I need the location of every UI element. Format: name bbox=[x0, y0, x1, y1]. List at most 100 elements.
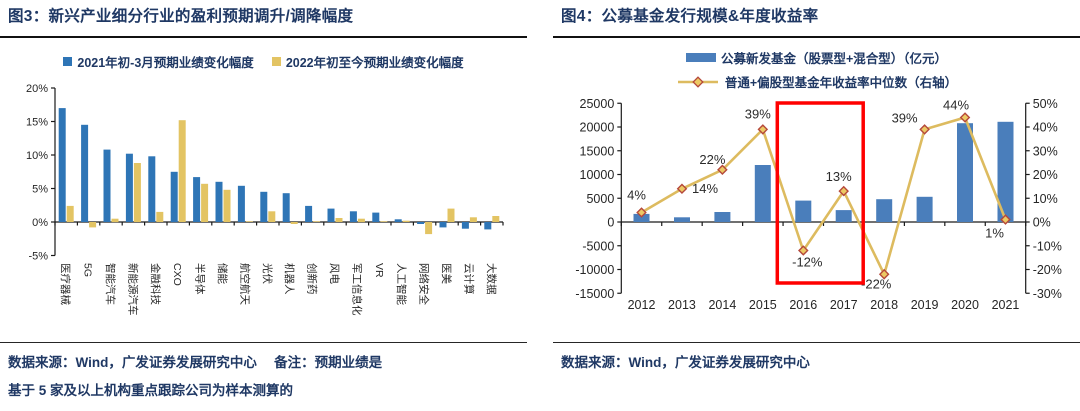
category-label: 云计算 bbox=[462, 263, 475, 295]
bar-2021 bbox=[439, 222, 447, 228]
bar-2021 bbox=[461, 222, 469, 229]
legend-item-fund-issuance: 公募新发基金（股票型+混合型）（亿元） bbox=[685, 48, 948, 67]
bar-fund-issuance bbox=[674, 217, 690, 223]
data-label: -22% bbox=[861, 276, 892, 291]
legend-label-fund-issuance: 公募新发基金（股票型+混合型）（亿元） bbox=[720, 52, 948, 66]
figure3-svg: 20% 15% 10% 5% 0% -5% 医疗器械 5G 智能汽车 新能源汽车 金融科技 CXO 半导… bbox=[26, 83, 504, 316]
figure4-title: 图4：公募基金发行规模&年度收益率 bbox=[561, 8, 819, 25]
legend-swatch-2021 bbox=[63, 57, 73, 66]
line-marker-diamond bbox=[636, 207, 647, 218]
left-y-tick-label: 15000 bbox=[580, 144, 615, 158]
bar-2022 bbox=[178, 120, 186, 222]
bar-2022 bbox=[245, 221, 253, 222]
legend-label-median-return: 普通+偏股型基金年收益率中位数（右轴） bbox=[724, 76, 958, 90]
bar-2021 bbox=[237, 185, 245, 222]
bar-2022 bbox=[357, 218, 365, 223]
figure3-source-line1: 数据来源：Wind，广发证券发展研究中心 备注：预期业绩是 bbox=[8, 355, 383, 370]
figure3-title-underline bbox=[0, 36, 527, 38]
year-label: 2015 bbox=[749, 298, 777, 312]
bar-fund-issuance bbox=[997, 121, 1014, 222]
bar-2022 bbox=[425, 222, 433, 235]
legend-item-2022: 2022年初至今预期业绩变化幅度 bbox=[271, 52, 464, 71]
category-label: 储能 bbox=[216, 263, 229, 284]
bar-2022 bbox=[66, 205, 74, 222]
category-label: 半导体 bbox=[194, 263, 207, 295]
bar-2021 bbox=[305, 205, 313, 222]
bar-2021 bbox=[58, 108, 66, 222]
data-label: 13% bbox=[826, 169, 852, 184]
highlight-box bbox=[775, 101, 865, 285]
year-label: 2020 bbox=[951, 298, 979, 312]
bar-fund-issuance bbox=[957, 123, 973, 222]
line-marker-diamond bbox=[919, 124, 930, 135]
bar-2021 bbox=[484, 222, 492, 230]
bar-fund-issuance bbox=[714, 212, 731, 222]
year-label: 2016 bbox=[789, 298, 817, 312]
category-label: 智能汽车 bbox=[104, 263, 117, 305]
y-tick-label: 10% bbox=[26, 150, 48, 162]
category-label: 大数据 bbox=[485, 263, 498, 295]
left-y-tick-label: -15000 bbox=[575, 287, 614, 301]
bar-2021 bbox=[125, 153, 133, 222]
bar-2021 bbox=[103, 149, 111, 222]
data-label: -12% bbox=[792, 255, 823, 270]
left-y-tick-label: 20000 bbox=[580, 121, 615, 135]
bar-fund-issuance bbox=[916, 196, 933, 222]
right-y-tick-label: 40% bbox=[1033, 121, 1058, 135]
legend-line-marker-icon bbox=[677, 75, 718, 88]
bar-2022 bbox=[313, 221, 321, 222]
y-tick-label: 15% bbox=[26, 117, 48, 129]
bar-2021 bbox=[148, 156, 156, 222]
bar-fund-issuance bbox=[876, 199, 893, 222]
bar-2021 bbox=[372, 212, 380, 222]
bar-2021 bbox=[282, 193, 290, 222]
figure4-source: 数据来源：Wind，广发证券发展研究中心 bbox=[561, 349, 1078, 377]
y-tick-label: -5% bbox=[28, 251, 48, 263]
line-marker-diamond bbox=[676, 183, 688, 194]
right-y-tick-label: 30% bbox=[1033, 144, 1058, 158]
category-label: 机器人 bbox=[283, 263, 296, 295]
y-tick-label: 20% bbox=[26, 83, 48, 95]
category-label: 创新药 bbox=[306, 263, 319, 295]
line-marker-diamond bbox=[717, 164, 728, 175]
category-label: 风电 bbox=[328, 263, 341, 284]
bar-fund-issuance bbox=[795, 200, 812, 222]
legend-label-2022: 2022年初至今预期业绩变化幅度 bbox=[285, 56, 464, 70]
year-label: 2021 bbox=[992, 298, 1020, 312]
median-return-line bbox=[640, 115, 1007, 278]
figure3-source: 数据来源：Wind，广发证券发展研究中心 备注：预期业绩是 基于 5 家及以上机… bbox=[8, 349, 525, 405]
line-marker-diamond bbox=[878, 268, 890, 280]
bar-2021 bbox=[394, 219, 402, 222]
right-y-tick-label: 20% bbox=[1033, 168, 1058, 182]
figure4-title-underline bbox=[553, 36, 1080, 38]
line-marker-diamond bbox=[838, 185, 849, 197]
figure4-svg: 25000 20000 15000 10000 5000 0 -5000 -10000 -150… bbox=[575, 97, 1062, 312]
left-y-tick-label: 10000 bbox=[580, 168, 615, 182]
bar-2022 bbox=[335, 218, 343, 222]
year-label: 2017 bbox=[830, 298, 858, 312]
bar-2022 bbox=[469, 217, 477, 222]
bar-2021 bbox=[215, 181, 223, 222]
data-label: 1% bbox=[985, 226, 1004, 241]
bar-2022 bbox=[223, 189, 231, 222]
year-label: 2013 bbox=[668, 298, 696, 312]
data-label: 39% bbox=[892, 110, 918, 125]
legend-item-2021: 2021年初-3月预期业绩变化幅度 bbox=[63, 52, 254, 71]
right-y-tick-label: 10% bbox=[1033, 192, 1058, 206]
bar-2022 bbox=[89, 222, 97, 228]
left-y-tick-label: 25000 bbox=[580, 97, 615, 111]
category-label: VR bbox=[373, 263, 385, 278]
legend-item-median-return: 普通+偏股型基金年收益率中位数（右轴） bbox=[676, 72, 957, 91]
figure3-title: 图3：新兴产业细分行业的盈利预期调升/调降幅度 bbox=[8, 8, 354, 25]
category-label: 医疗器械 bbox=[59, 263, 72, 305]
bar-2021 bbox=[417, 222, 425, 224]
y-tick-label: 0% bbox=[32, 217, 48, 229]
line-marker-diamond bbox=[959, 112, 971, 123]
bar-fund-issuance bbox=[835, 210, 852, 222]
figure4-chart: 25000 20000 15000 10000 5000 0 -5000 -10000 -150… bbox=[553, 95, 1080, 325]
right-y-tick-label: -30% bbox=[1033, 287, 1062, 301]
bar-2021 bbox=[260, 191, 268, 222]
category-label: 军工信息化 bbox=[350, 263, 363, 316]
figure3-footer-divider bbox=[0, 342, 527, 343]
bar-2022 bbox=[111, 218, 119, 223]
